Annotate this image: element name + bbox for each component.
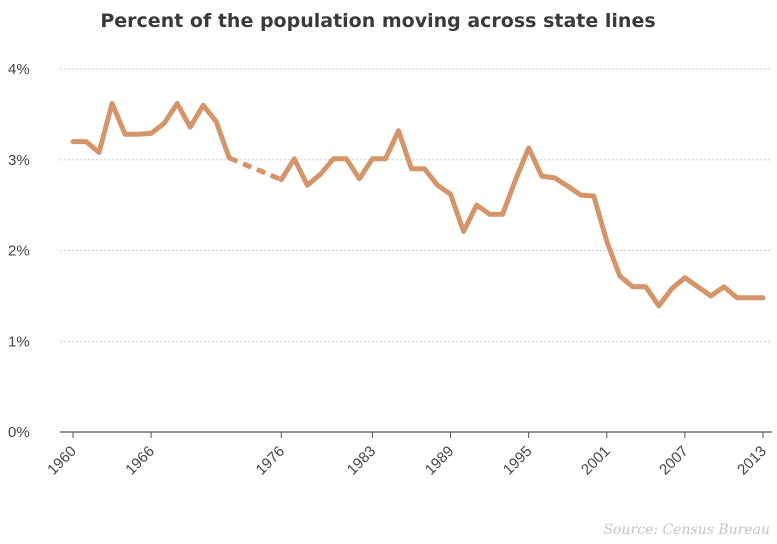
series-line (70, 101, 232, 161)
x-tick-label: 1960 (44, 443, 80, 479)
series-layer (70, 101, 766, 309)
gridlines: 0% 1% 2% 3% 4% (8, 61, 772, 441)
x-tick-label: 1995 (500, 443, 536, 479)
y-tick-label: 1% (8, 333, 30, 350)
chart-title: Percent of the population moving across … (100, 10, 655, 32)
x-tick-label: 1983 (344, 443, 380, 479)
x-tick-label: 2001 (578, 443, 614, 479)
source-note: Source: Census Bureau (603, 522, 770, 538)
y-tick-label: 3% (8, 152, 30, 169)
y-tick-label: 2% (8, 243, 30, 260)
x-tick-label: 2007 (656, 443, 692, 479)
y-tick-label: 4% (8, 61, 30, 78)
x-tick-label: 1966 (122, 443, 158, 479)
x-tick-label: 1976 (253, 443, 289, 479)
series-line (278, 128, 766, 309)
series-line-gap-estimate (228, 155, 283, 183)
x-tick-label: 1989 (422, 443, 458, 479)
y-tick-label: 0% (8, 424, 30, 441)
x-tick-label: 2013 (734, 443, 770, 479)
x-axis: 1960 1966 1976 1983 1989 1995 2001 2007 2013 (44, 431, 772, 479)
